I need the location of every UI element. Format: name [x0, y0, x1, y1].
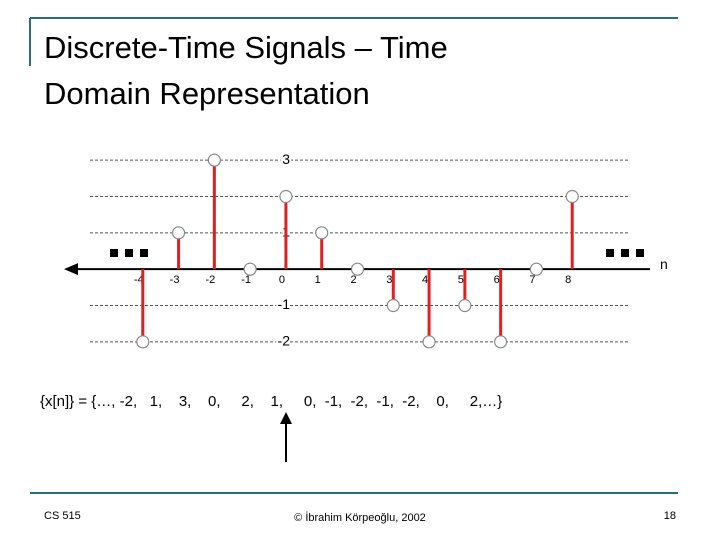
- title: Discrete-Time Signals – Time: [44, 30, 448, 65]
- stem-marker: [565, 189, 579, 204]
- x-tick-label: 0: [279, 274, 285, 286]
- y-tick-label: 3: [282, 151, 290, 167]
- footer-right: 18: [664, 510, 676, 522]
- stem-marker: [315, 226, 329, 240]
- x-tick-label: 1: [315, 274, 321, 286]
- stem-marker: [386, 298, 400, 313]
- stem-marker: [529, 262, 544, 276]
- stem-marker: [494, 335, 508, 349]
- x-axis-arrow: [64, 263, 78, 276]
- x-tick-label: 5: [458, 274, 464, 286]
- stem-marker: [136, 335, 150, 349]
- ellipsis: [110, 249, 644, 257]
- footer-left: CS 515: [44, 510, 81, 522]
- stem-marker: [207, 153, 221, 167]
- stem-marker: [422, 335, 436, 349]
- title: Domain Representation: [44, 76, 370, 111]
- x-axis-label: n: [660, 256, 668, 272]
- x-tick-label: 2: [350, 274, 356, 286]
- x-tick-label: -1: [241, 274, 251, 286]
- stem-marker: [171, 226, 186, 240]
- sequence: {x[n]} = {…, -2, 1, 3, 0, 2, 1, 0, -1, -…: [40, 393, 502, 410]
- pointer-arrow-head: [280, 412, 292, 424]
- y-tick-label: -1: [278, 296, 291, 312]
- stem-marker: [350, 262, 365, 276]
- x-tick-label: -3: [170, 274, 180, 286]
- y-tick-label: -2: [278, 333, 291, 349]
- stem-marker: [279, 189, 293, 204]
- stem-marker: [243, 262, 257, 276]
- x-tick-label: 4: [422, 274, 428, 286]
- footer-center: © İbrahim Körpeoğlu, 2002: [294, 511, 426, 524]
- stem-marker: [458, 298, 472, 313]
- x-tick-label: -4: [134, 274, 144, 286]
- x-tick-label: -2: [205, 274, 215, 286]
- x-tick-label: 3: [386, 274, 392, 286]
- x-tick-label: 8: [565, 274, 571, 286]
- x-tick-label: 6: [494, 274, 500, 286]
- x-tick-label: 7: [529, 274, 535, 286]
